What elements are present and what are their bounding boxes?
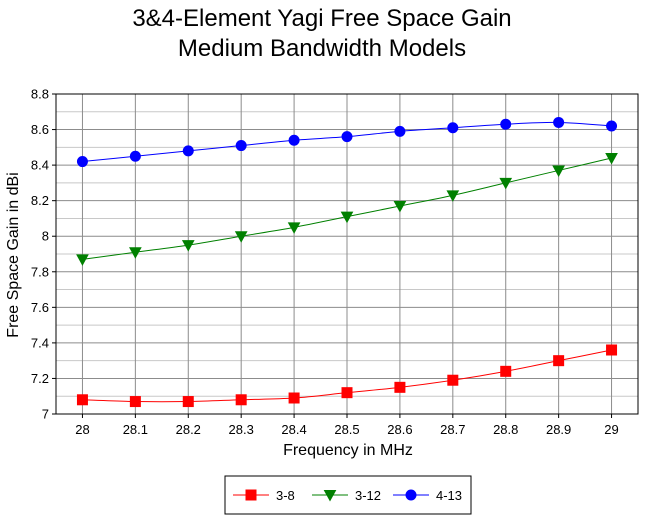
- x-axis-ticks: 28 28.1 28.2 28.3 28.4 28.5 28.6 28.7 28.8 28.9 29: [75, 414, 619, 437]
- data-point: [606, 344, 618, 356]
- data-point: [129, 247, 142, 259]
- y-tick-label: 7.4: [31, 335, 49, 350]
- legend-label: 4-13: [436, 488, 462, 503]
- legend-item-4-13: 4-13: [393, 488, 462, 503]
- y-tick-label: 8.2: [31, 193, 49, 208]
- data-point: [446, 190, 460, 202]
- y-tick-label: 8.8: [31, 87, 49, 102]
- data-point: [553, 355, 565, 367]
- series-3-8: [76, 344, 618, 408]
- y-tick-label: 8.4: [31, 158, 49, 173]
- x-tick-label: 28.9: [546, 422, 571, 437]
- data-point: [129, 396, 141, 408]
- data-point: [341, 131, 353, 143]
- data-point: [500, 365, 512, 377]
- y-tick-label: 8: [42, 229, 49, 244]
- series-4-13: [76, 116, 618, 168]
- y-tick-label: 7.8: [31, 264, 49, 279]
- data-point: [234, 231, 248, 243]
- data-point: [288, 134, 300, 146]
- data-point: [287, 222, 301, 234]
- data-point: [182, 396, 194, 408]
- data-point: [394, 125, 406, 137]
- data-point: [181, 240, 195, 252]
- data-point: [340, 211, 354, 224]
- chart-title-line-1: 3&4-Element Yagi Free Space Gain: [132, 5, 511, 32]
- data-point: [76, 156, 88, 168]
- legend-label: 3-8: [276, 488, 295, 503]
- y-axis-title: Free Space Gain in dBi: [5, 172, 22, 337]
- legend-marker: [405, 489, 417, 501]
- x-tick-label: 28.2: [176, 422, 201, 437]
- data-point: [393, 201, 407, 213]
- x-tick-label: 28.1: [123, 422, 148, 437]
- plot-area: [55, 93, 639, 415]
- series-layer: [76, 116, 618, 408]
- data-point: [341, 387, 353, 399]
- x-tick-label: 28.7: [440, 422, 465, 437]
- x-tick-label: 28.8: [493, 422, 518, 437]
- x-tick-label: 28.6: [387, 422, 412, 437]
- series-3-12: [76, 153, 618, 266]
- legend-marker: [245, 489, 257, 501]
- y-tick-label: 7: [42, 407, 49, 422]
- legend: 3-8 3-12 4-13: [224, 475, 472, 515]
- y-axis-ticks: 7 7.2 7.4 7.6 7.8 8 8.2 8.4 8.6 8.8: [31, 87, 56, 422]
- data-point: [394, 381, 406, 393]
- data-point: [76, 394, 88, 406]
- x-tick-label: 29: [604, 422, 618, 437]
- legend-label: 3-12: [355, 488, 381, 503]
- data-point: [500, 118, 512, 130]
- legend-item-3-8: 3-8: [233, 488, 295, 503]
- data-point: [288, 392, 300, 404]
- legend-marker: [323, 490, 337, 502]
- legend-item-3-12: 3-12: [312, 488, 381, 503]
- data-point: [605, 153, 618, 165]
- data-point: [552, 165, 565, 177]
- data-point: [447, 122, 459, 134]
- x-tick-label: 28.3: [229, 422, 254, 437]
- data-point: [606, 120, 618, 132]
- data-point: [182, 145, 194, 157]
- data-point: [129, 150, 141, 162]
- chart-title-line-2: Medium Bandwidth Models: [178, 35, 466, 62]
- data-point: [499, 177, 513, 190]
- x-axis-title: Frequency in MHz: [283, 442, 413, 459]
- x-tick-label: 28.5: [334, 422, 359, 437]
- y-tick-label: 8.6: [31, 122, 49, 137]
- data-point: [235, 140, 247, 152]
- x-tick-label: 28.4: [281, 422, 306, 437]
- x-tick-label: 28: [75, 422, 89, 437]
- data-point: [553, 116, 565, 128]
- y-tick-label: 7.2: [31, 371, 49, 386]
- data-point: [76, 254, 89, 266]
- data-point: [235, 394, 247, 406]
- y-tick-label: 7.6: [31, 300, 49, 315]
- data-point: [447, 374, 459, 386]
